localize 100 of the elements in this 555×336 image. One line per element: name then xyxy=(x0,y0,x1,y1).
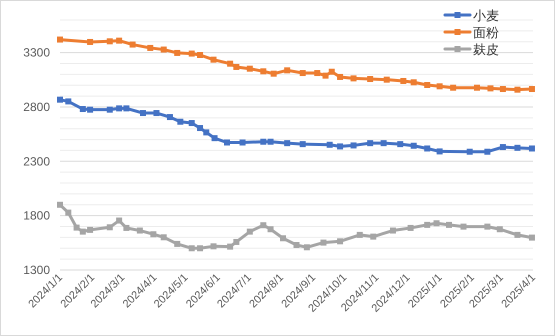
point xyxy=(233,64,240,70)
point xyxy=(174,240,180,247)
point xyxy=(500,86,506,92)
point xyxy=(57,202,63,208)
point xyxy=(87,106,94,113)
point xyxy=(260,138,266,145)
point xyxy=(227,244,234,250)
point xyxy=(320,240,326,246)
point xyxy=(174,50,180,56)
point xyxy=(528,234,535,241)
point xyxy=(65,98,72,104)
point xyxy=(397,141,404,148)
point xyxy=(246,66,253,72)
y-tick-label: 2800 xyxy=(23,100,50,114)
point xyxy=(514,144,520,151)
point xyxy=(280,235,286,242)
point xyxy=(136,228,143,234)
point xyxy=(116,218,122,224)
point xyxy=(74,224,80,231)
point xyxy=(106,106,113,113)
point xyxy=(106,38,113,44)
point xyxy=(314,70,320,76)
point xyxy=(380,140,387,146)
point xyxy=(484,224,490,230)
point xyxy=(487,85,494,92)
point xyxy=(496,226,503,232)
point xyxy=(474,84,480,91)
point xyxy=(227,60,234,67)
point xyxy=(514,232,520,238)
point xyxy=(500,144,506,150)
point xyxy=(304,244,310,250)
point xyxy=(123,105,130,112)
point xyxy=(284,67,290,74)
point xyxy=(436,83,443,90)
point xyxy=(367,76,374,82)
point xyxy=(147,44,154,51)
point xyxy=(337,74,344,80)
point xyxy=(106,224,113,230)
point xyxy=(224,140,230,146)
point xyxy=(410,142,417,149)
y-tick-label: 3300 xyxy=(23,46,50,60)
point xyxy=(284,140,290,146)
point xyxy=(153,110,160,116)
point xyxy=(57,36,63,43)
point xyxy=(197,125,204,132)
point xyxy=(367,140,374,146)
point xyxy=(450,84,456,91)
point xyxy=(260,68,266,74)
point xyxy=(116,105,122,112)
point xyxy=(197,245,204,252)
point xyxy=(300,70,306,76)
point xyxy=(424,145,430,152)
y-tick-label: 2300 xyxy=(23,154,50,168)
y-tick-label: 1300 xyxy=(23,263,50,277)
point xyxy=(87,226,94,233)
point xyxy=(294,242,300,248)
point xyxy=(436,148,443,154)
point xyxy=(460,224,466,230)
point xyxy=(160,234,167,240)
point xyxy=(65,210,72,216)
point xyxy=(260,222,266,228)
point xyxy=(322,72,329,79)
point xyxy=(270,70,277,77)
point xyxy=(203,129,210,136)
point xyxy=(384,76,390,83)
legend-label: 小麦 xyxy=(473,9,499,24)
point xyxy=(166,114,173,120)
point xyxy=(87,38,94,45)
point xyxy=(300,141,306,148)
point xyxy=(140,110,146,116)
point xyxy=(484,148,490,155)
point xyxy=(350,142,357,148)
point xyxy=(80,106,86,112)
point xyxy=(350,75,357,82)
point xyxy=(466,148,473,155)
point xyxy=(326,142,333,148)
point xyxy=(434,220,440,226)
point xyxy=(328,68,335,75)
y-tick-label: 1800 xyxy=(23,208,50,223)
point xyxy=(424,222,430,228)
point xyxy=(528,145,535,152)
point xyxy=(240,140,246,146)
point xyxy=(210,243,217,250)
point xyxy=(116,38,122,44)
point xyxy=(390,228,396,234)
point xyxy=(528,86,535,92)
point xyxy=(400,78,406,84)
point xyxy=(514,86,520,93)
point xyxy=(268,138,274,145)
legend-label: 麸皮 xyxy=(473,43,499,58)
point xyxy=(370,234,376,240)
point xyxy=(188,120,195,126)
point xyxy=(123,224,130,231)
point xyxy=(233,238,240,245)
point xyxy=(212,135,218,142)
point xyxy=(337,238,344,244)
point xyxy=(197,52,204,58)
point xyxy=(246,228,253,235)
point xyxy=(80,228,86,235)
point xyxy=(177,118,184,125)
